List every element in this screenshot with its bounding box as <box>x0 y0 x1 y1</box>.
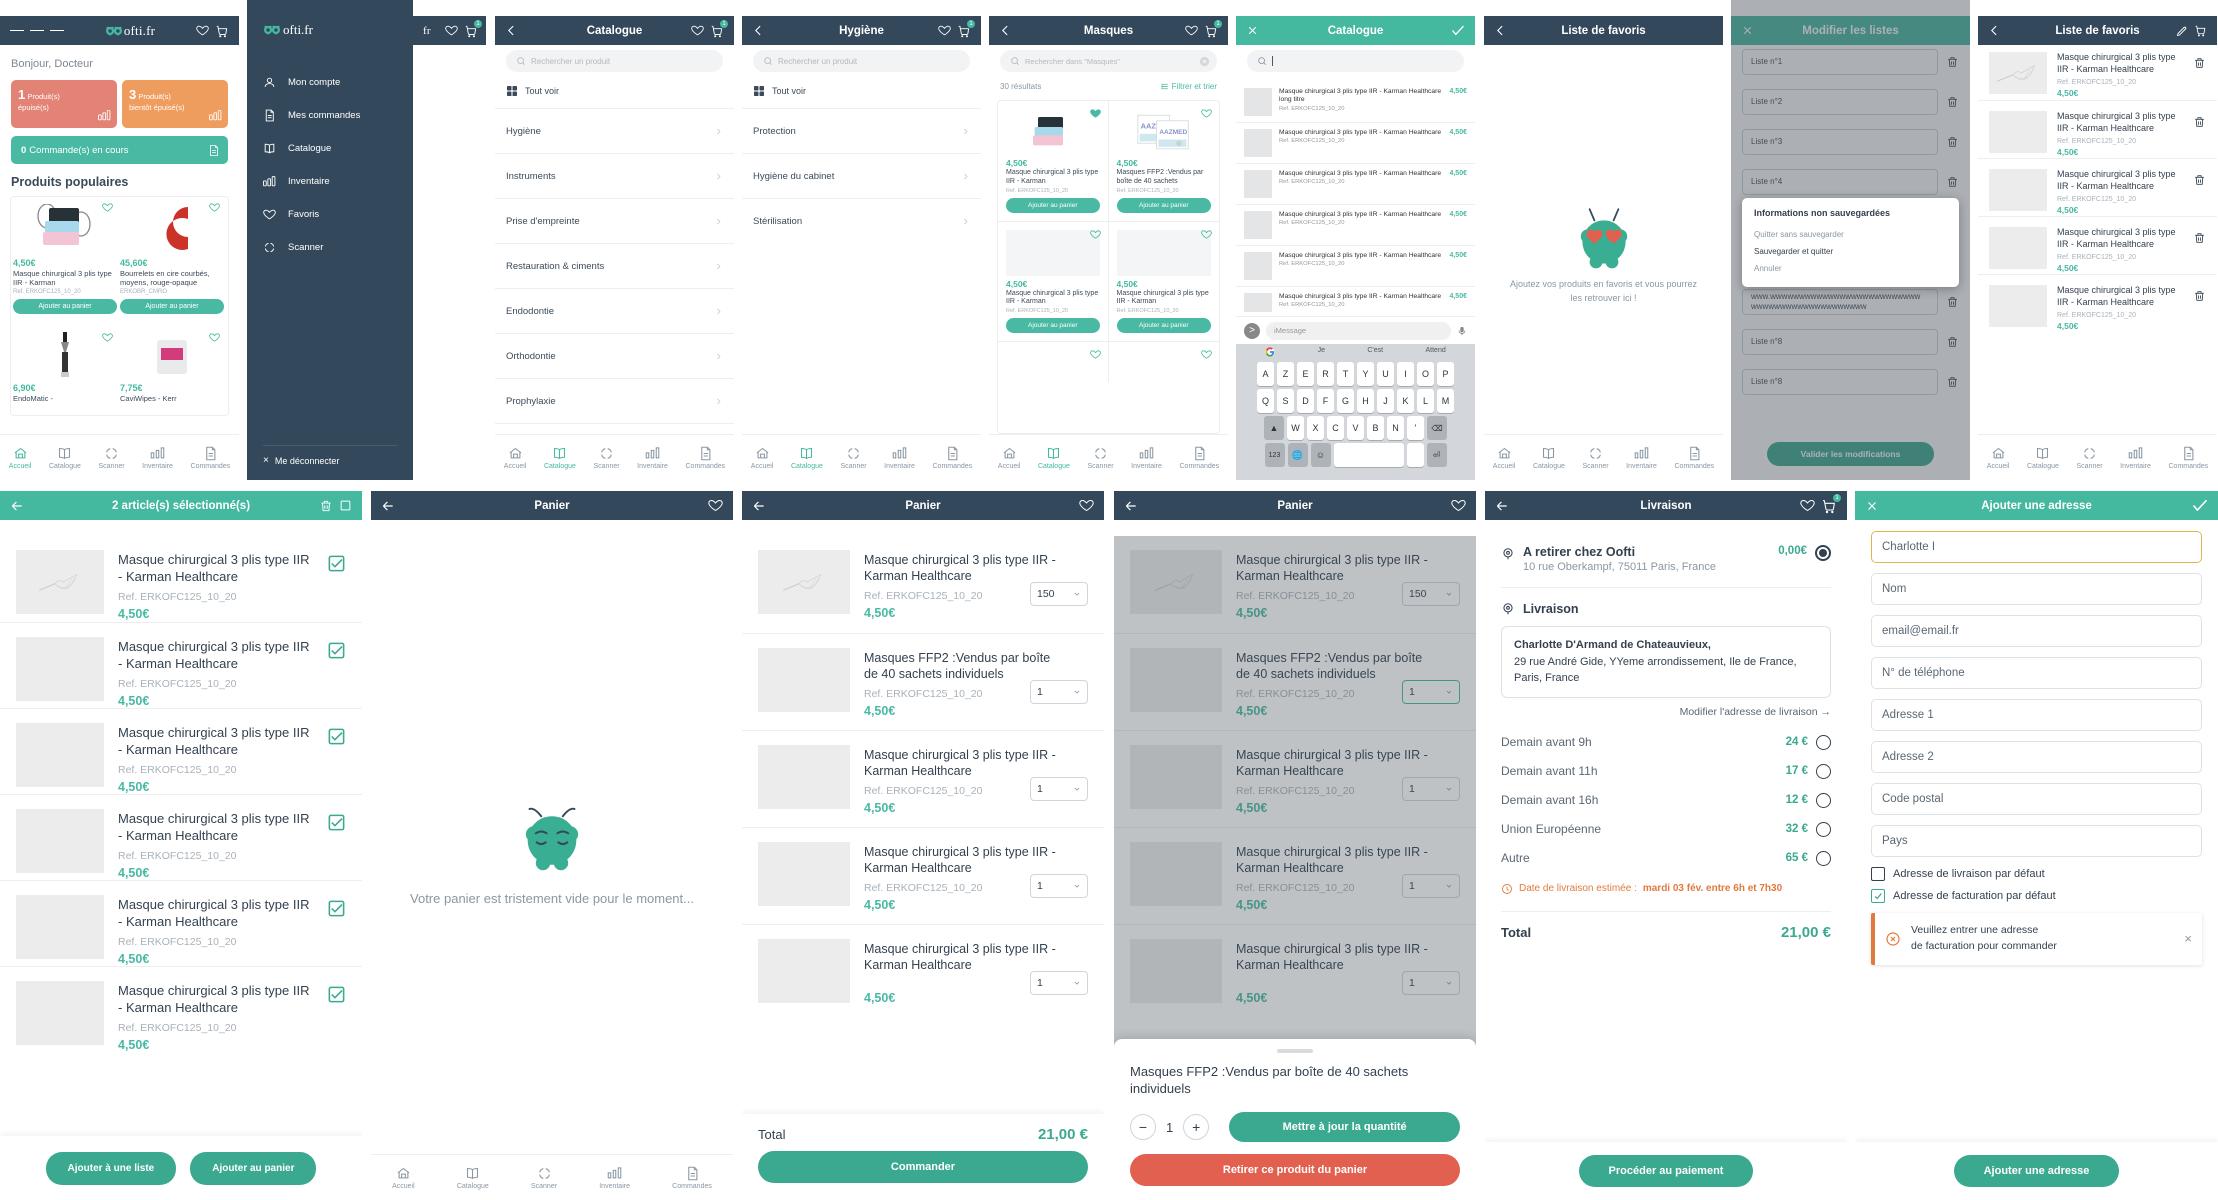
svg-text:AAZ: AAZ <box>1140 121 1156 130</box>
svg-text:AAZMED: AAZMED <box>1159 129 1187 136</box>
